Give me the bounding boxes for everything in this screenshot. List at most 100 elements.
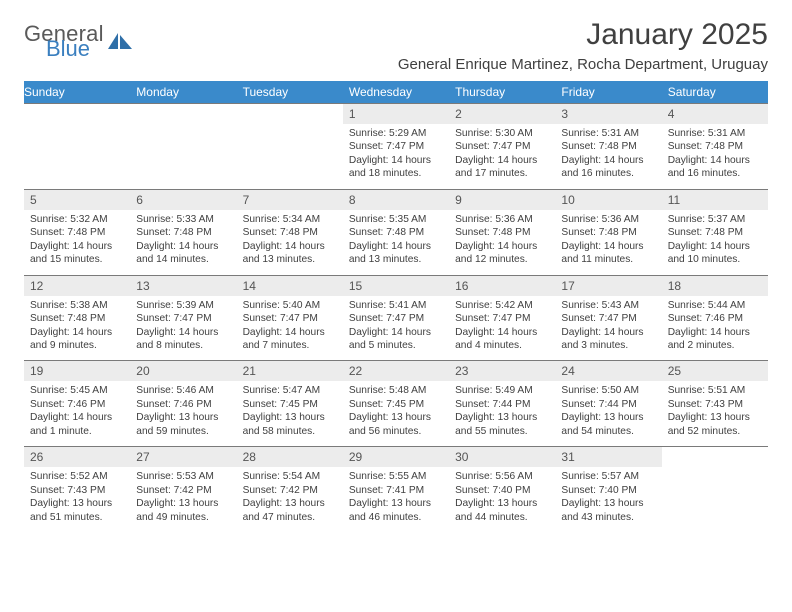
calendar-day-cell: 24Sunrise: 5:50 AMSunset: 7:44 PMDayligh… xyxy=(555,361,661,447)
calendar-day-cell: 26Sunrise: 5:52 AMSunset: 7:43 PMDayligh… xyxy=(24,447,130,532)
day-number: 1 xyxy=(343,104,449,124)
calendar-day-cell: 13Sunrise: 5:39 AMSunset: 7:47 PMDayligh… xyxy=(130,275,236,361)
day-details: Sunrise: 5:57 AMSunset: 7:40 PMDaylight:… xyxy=(555,467,661,532)
calendar-day-cell: 12Sunrise: 5:38 AMSunset: 7:48 PMDayligh… xyxy=(24,275,130,361)
weekday-label: Sunday xyxy=(24,81,130,104)
day-number: 16 xyxy=(449,276,555,296)
day-number: 10 xyxy=(555,190,661,210)
day-details: Sunrise: 5:52 AMSunset: 7:43 PMDaylight:… xyxy=(24,467,130,532)
calendar-day-cell: 30Sunrise: 5:56 AMSunset: 7:40 PMDayligh… xyxy=(449,447,555,532)
day-details: Sunrise: 5:54 AMSunset: 7:42 PMDaylight:… xyxy=(237,467,343,532)
day-details: Sunrise: 5:37 AMSunset: 7:48 PMDaylight:… xyxy=(662,210,768,275)
day-details: Sunrise: 5:48 AMSunset: 7:45 PMDaylight:… xyxy=(343,381,449,446)
day-details: Sunrise: 5:50 AMSunset: 7:44 PMDaylight:… xyxy=(555,381,661,446)
calendar-day-cell: 3Sunrise: 5:31 AMSunset: 7:48 PMDaylight… xyxy=(555,104,661,190)
page-header: General Blue January 2025 General Enriqu… xyxy=(24,18,768,79)
day-number: 26 xyxy=(24,447,130,467)
day-details: Sunrise: 5:56 AMSunset: 7:40 PMDaylight:… xyxy=(449,467,555,532)
calendar-day-cell: 7Sunrise: 5:34 AMSunset: 7:48 PMDaylight… xyxy=(237,189,343,275)
day-number: 14 xyxy=(237,276,343,296)
month-title: January 2025 xyxy=(398,18,768,52)
day-number: 6 xyxy=(130,190,236,210)
brand-name-blue: Blue xyxy=(46,39,104,60)
calendar-day-cell: 18Sunrise: 5:44 AMSunset: 7:46 PMDayligh… xyxy=(662,275,768,361)
day-details: Sunrise: 5:49 AMSunset: 7:44 PMDaylight:… xyxy=(449,381,555,446)
calendar-week-row: 12Sunrise: 5:38 AMSunset: 7:48 PMDayligh… xyxy=(24,275,768,361)
calendar-week-row: 19Sunrise: 5:45 AMSunset: 7:46 PMDayligh… xyxy=(24,361,768,447)
calendar-day-cell: 6Sunrise: 5:33 AMSunset: 7:48 PMDaylight… xyxy=(130,189,236,275)
calendar-day-cell: 16Sunrise: 5:42 AMSunset: 7:47 PMDayligh… xyxy=(449,275,555,361)
calendar-day-cell: 22Sunrise: 5:48 AMSunset: 7:45 PMDayligh… xyxy=(343,361,449,447)
day-number: 7 xyxy=(237,190,343,210)
day-details: Sunrise: 5:51 AMSunset: 7:43 PMDaylight:… xyxy=(662,381,768,446)
calendar-table: SundayMondayTuesdayWednesdayThursdayFrid… xyxy=(24,81,768,532)
calendar-day-cell xyxy=(130,104,236,190)
calendar-day-cell: 2Sunrise: 5:30 AMSunset: 7:47 PMDaylight… xyxy=(449,104,555,190)
day-number: 3 xyxy=(555,104,661,124)
day-number: 23 xyxy=(449,361,555,381)
day-details: Sunrise: 5:36 AMSunset: 7:48 PMDaylight:… xyxy=(555,210,661,275)
day-number: 19 xyxy=(24,361,130,381)
calendar-week-row: 5Sunrise: 5:32 AMSunset: 7:48 PMDaylight… xyxy=(24,189,768,275)
day-number: 28 xyxy=(237,447,343,467)
day-number: 2 xyxy=(449,104,555,124)
day-number: 15 xyxy=(343,276,449,296)
calendar-day-cell: 27Sunrise: 5:53 AMSunset: 7:42 PMDayligh… xyxy=(130,447,236,532)
day-number: 20 xyxy=(130,361,236,381)
day-number: 9 xyxy=(449,190,555,210)
day-number: 22 xyxy=(343,361,449,381)
sail-icon xyxy=(108,31,134,56)
calendar-day-cell: 17Sunrise: 5:43 AMSunset: 7:47 PMDayligh… xyxy=(555,275,661,361)
calendar-week-row: 26Sunrise: 5:52 AMSunset: 7:43 PMDayligh… xyxy=(24,447,768,532)
weekday-label: Monday xyxy=(130,81,236,104)
calendar-day-cell: 8Sunrise: 5:35 AMSunset: 7:48 PMDaylight… xyxy=(343,189,449,275)
day-details: Sunrise: 5:32 AMSunset: 7:48 PMDaylight:… xyxy=(24,210,130,275)
day-number: 5 xyxy=(24,190,130,210)
day-details: Sunrise: 5:53 AMSunset: 7:42 PMDaylight:… xyxy=(130,467,236,532)
day-details: Sunrise: 5:33 AMSunset: 7:48 PMDaylight:… xyxy=(130,210,236,275)
day-number: 12 xyxy=(24,276,130,296)
day-number: 17 xyxy=(555,276,661,296)
day-number: 4 xyxy=(662,104,768,124)
day-details: Sunrise: 5:45 AMSunset: 7:46 PMDaylight:… xyxy=(24,381,130,446)
brand-logo: General Blue xyxy=(24,24,134,60)
day-details: Sunrise: 5:41 AMSunset: 7:47 PMDaylight:… xyxy=(343,296,449,361)
location-subtitle: General Enrique Martinez, Rocha Departme… xyxy=(398,56,768,73)
day-details: Sunrise: 5:46 AMSunset: 7:46 PMDaylight:… xyxy=(130,381,236,446)
day-number: 27 xyxy=(130,447,236,467)
calendar-weekday-header: SundayMondayTuesdayWednesdayThursdayFrid… xyxy=(24,81,768,104)
day-number: 13 xyxy=(130,276,236,296)
calendar-day-cell: 10Sunrise: 5:36 AMSunset: 7:48 PMDayligh… xyxy=(555,189,661,275)
day-number: 18 xyxy=(662,276,768,296)
day-number: 30 xyxy=(449,447,555,467)
day-details: Sunrise: 5:44 AMSunset: 7:46 PMDaylight:… xyxy=(662,296,768,361)
calendar-day-cell: 9Sunrise: 5:36 AMSunset: 7:48 PMDaylight… xyxy=(449,189,555,275)
weekday-label: Friday xyxy=(555,81,661,104)
weekday-label: Tuesday xyxy=(237,81,343,104)
day-number: 25 xyxy=(662,361,768,381)
calendar-week-row: 1Sunrise: 5:29 AMSunset: 7:47 PMDaylight… xyxy=(24,104,768,190)
weekday-label: Saturday xyxy=(662,81,768,104)
calendar-day-cell: 14Sunrise: 5:40 AMSunset: 7:47 PMDayligh… xyxy=(237,275,343,361)
day-details: Sunrise: 5:34 AMSunset: 7:48 PMDaylight:… xyxy=(237,210,343,275)
calendar-day-cell: 31Sunrise: 5:57 AMSunset: 7:40 PMDayligh… xyxy=(555,447,661,532)
day-details: Sunrise: 5:29 AMSunset: 7:47 PMDaylight:… xyxy=(343,124,449,189)
day-details: Sunrise: 5:55 AMSunset: 7:41 PMDaylight:… xyxy=(343,467,449,532)
calendar-day-cell: 19Sunrise: 5:45 AMSunset: 7:46 PMDayligh… xyxy=(24,361,130,447)
calendar-day-cell xyxy=(24,104,130,190)
day-number: 24 xyxy=(555,361,661,381)
calendar-day-cell: 1Sunrise: 5:29 AMSunset: 7:47 PMDaylight… xyxy=(343,104,449,190)
weekday-label: Wednesday xyxy=(343,81,449,104)
calendar-day-cell: 5Sunrise: 5:32 AMSunset: 7:48 PMDaylight… xyxy=(24,189,130,275)
day-number: 29 xyxy=(343,447,449,467)
weekday-label: Thursday xyxy=(449,81,555,104)
calendar-day-cell: 11Sunrise: 5:37 AMSunset: 7:48 PMDayligh… xyxy=(662,189,768,275)
calendar-day-cell: 29Sunrise: 5:55 AMSunset: 7:41 PMDayligh… xyxy=(343,447,449,532)
day-details: Sunrise: 5:35 AMSunset: 7:48 PMDaylight:… xyxy=(343,210,449,275)
day-details: Sunrise: 5:40 AMSunset: 7:47 PMDaylight:… xyxy=(237,296,343,361)
day-number: 21 xyxy=(237,361,343,381)
day-details: Sunrise: 5:31 AMSunset: 7:48 PMDaylight:… xyxy=(662,124,768,189)
day-details: Sunrise: 5:36 AMSunset: 7:48 PMDaylight:… xyxy=(449,210,555,275)
calendar-day-cell: 23Sunrise: 5:49 AMSunset: 7:44 PMDayligh… xyxy=(449,361,555,447)
day-number: 31 xyxy=(555,447,661,467)
